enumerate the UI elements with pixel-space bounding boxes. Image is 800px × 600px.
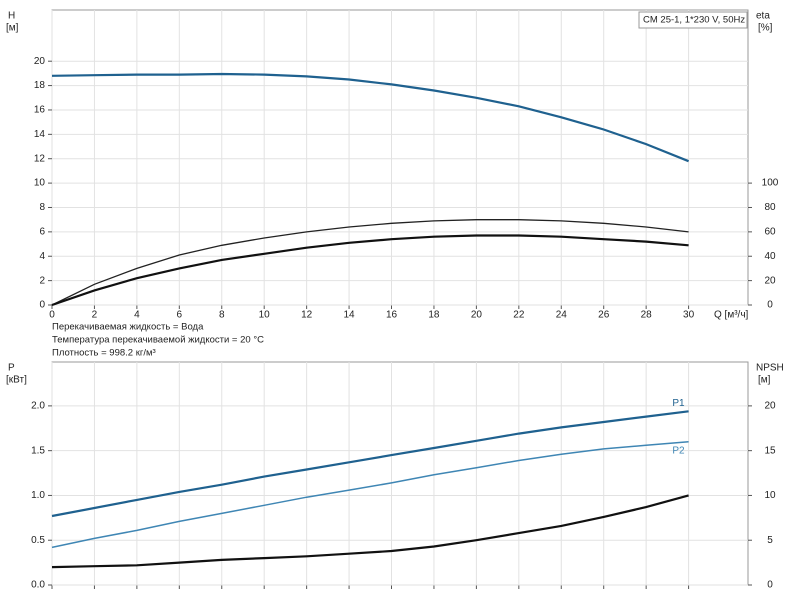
- y2-axis-unit: [%]: [758, 23, 773, 34]
- series-label: P2: [672, 445, 685, 456]
- y-tick-label: 16: [34, 105, 46, 116]
- y-tick-label: 14: [34, 129, 46, 140]
- note: Температура перекачиваемой жидкости = 20…: [52, 335, 264, 346]
- y-tick-label: 0: [39, 300, 45, 311]
- y-axis-unit: [м]: [6, 23, 19, 34]
- y-tick-label: 8: [39, 202, 45, 213]
- y-tick-label: 6: [39, 227, 45, 238]
- y-tick-label: 4: [39, 251, 45, 262]
- x-tick-label: 28: [641, 310, 653, 321]
- x-tick-label: 24: [556, 310, 568, 321]
- y-tick-label: 1.0: [31, 490, 45, 501]
- y2-axis-label: eta: [756, 11, 770, 22]
- y-tick-label: 2.0: [31, 401, 45, 412]
- y-tick-label: 1.5: [31, 445, 45, 456]
- y2-tick-label: 0: [767, 300, 773, 311]
- y-tick-label: 2: [39, 275, 45, 286]
- x-tick-label: 20: [471, 310, 483, 321]
- y-tick-label: 10: [34, 178, 46, 189]
- x-tick-label: 18: [428, 310, 440, 321]
- y-axis-unit: [кВт]: [6, 375, 27, 386]
- y2-tick-label: 5: [767, 535, 773, 546]
- series-label: P1: [672, 398, 685, 409]
- series-line: [51, 72, 690, 163]
- y-tick-label: 12: [34, 153, 46, 164]
- y2-axis-unit: [м]: [758, 375, 771, 386]
- y2-tick-label: 100: [762, 178, 779, 189]
- legend-title: CM 25-1, 1*230 V, 50Hz: [643, 15, 745, 26]
- y-tick-label: 18: [34, 80, 46, 91]
- x-tick-label: 22: [513, 310, 525, 321]
- y-tick-label: 0.0: [31, 580, 45, 591]
- y-tick-label: 20: [34, 56, 46, 67]
- note: Плотность = 998.2 кг/м³: [52, 348, 156, 359]
- y2-axis-label: NPSH: [756, 363, 784, 374]
- y2-tick-label: 80: [764, 202, 776, 213]
- series-line: [51, 410, 689, 518]
- y2-tick-label: 0: [767, 580, 773, 591]
- x-tick-label: 14: [344, 310, 356, 321]
- series-line: [51, 440, 689, 549]
- y2-tick-label: 15: [764, 445, 776, 456]
- series-line: [51, 219, 689, 306]
- plot-frame: [51, 9, 749, 306]
- y-axis-label: H: [8, 11, 15, 22]
- y2-tick-label: 60: [764, 227, 776, 238]
- y2-tick-label: 20: [764, 401, 776, 412]
- plot-frame: [51, 361, 749, 586]
- y-axis-label: P: [8, 363, 15, 374]
- x-tick-label: 2: [92, 310, 98, 321]
- series-line: [51, 234, 689, 307]
- x-tick-label: 6: [177, 310, 183, 321]
- note: Перекачиваемая жидкость = Вода: [52, 322, 204, 333]
- x-tick-label: 30: [683, 310, 695, 321]
- y-tick-label: 0.5: [31, 535, 45, 546]
- x-tick-label: 10: [259, 310, 271, 321]
- y2-tick-label: 10: [764, 490, 776, 501]
- x-tick-label: 16: [386, 310, 398, 321]
- series-line: [51, 494, 689, 569]
- x-tick-label: 26: [598, 310, 610, 321]
- x-axis-label: Q [м³/ч]: [714, 310, 749, 321]
- x-tick-label: 0: [49, 310, 55, 321]
- legend-box: [638, 11, 748, 29]
- x-tick-label: 4: [134, 310, 140, 321]
- y2-tick-label: 20: [764, 275, 776, 286]
- y2-tick-label: 40: [764, 251, 776, 262]
- x-tick-label: 12: [301, 310, 313, 321]
- x-tick-label: 8: [219, 310, 225, 321]
